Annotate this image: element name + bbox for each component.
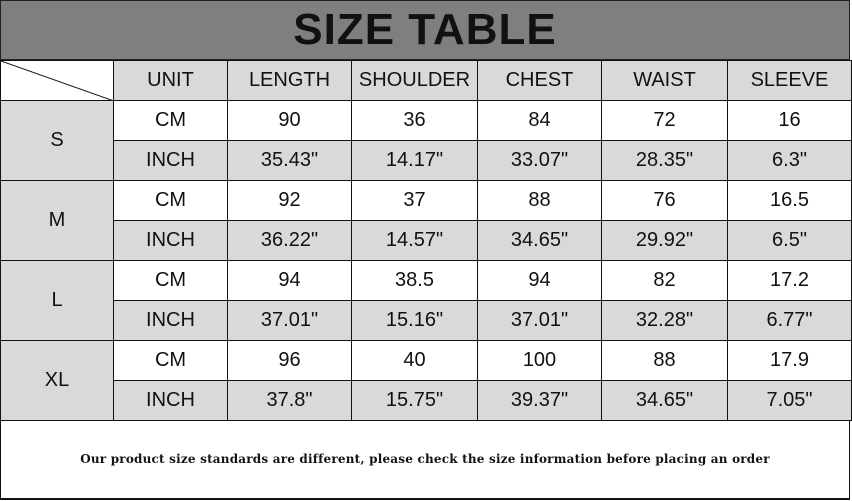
value-cell-waist: 82 <box>601 260 728 301</box>
table-row: INCH 36.22" 14.57" 34.65" 29.92" 6.5" <box>1 220 852 261</box>
value-cell-chest: 33.07" <box>477 140 602 181</box>
value-cell-shoulder: 14.17" <box>351 140 478 181</box>
value-cell-waist: 88 <box>601 340 728 381</box>
size-label: L <box>0 260 114 341</box>
table-row: L CM 94 38.5 94 82 17.2 <box>0 260 852 341</box>
value-cell-shoulder: 15.75" <box>351 380 478 421</box>
column-header-sleeve: SLEEVE <box>727 60 852 101</box>
value-cell-length: 37.8" <box>227 380 352 421</box>
table-row: XL CM 96 40 100 88 17.9 <box>0 340 852 421</box>
value-cell-sleeve: 6.3" <box>727 140 852 181</box>
value-cell-chest: 88 <box>477 180 602 221</box>
value-cell-shoulder: 36 <box>351 100 478 141</box>
value-cell-chest: 39.37" <box>477 380 602 421</box>
value-cell-length: 90 <box>227 100 352 141</box>
unit-cell: INCH <box>113 380 228 421</box>
value-cell-sleeve: 6.5" <box>727 220 852 261</box>
unit-cell: INCH <box>113 220 228 261</box>
value-cell-chest: 94 <box>477 260 602 301</box>
value-cell-shoulder: 40 <box>351 340 478 381</box>
corner-cell <box>0 60 114 101</box>
unit-cell: CM <box>113 260 228 301</box>
value-cell-chest: 84 <box>477 100 602 141</box>
table-row: INCH 37.8" 15.75" 39.37" 34.65" 7.05" <box>1 380 852 421</box>
size-label: S <box>0 100 114 181</box>
value-cell-chest: 34.65" <box>477 220 602 261</box>
value-cell-waist: 76 <box>601 180 728 221</box>
value-cell-shoulder: 37 <box>351 180 478 221</box>
diagonal-line <box>1 61 114 101</box>
footer-note: Our product size standards are different… <box>0 420 850 500</box>
value-cell-waist: 34.65" <box>601 380 728 421</box>
column-header-chest: CHEST <box>477 60 602 101</box>
value-cell-shoulder: 15.16" <box>351 300 478 341</box>
value-cell-sleeve: 7.05" <box>727 380 852 421</box>
table-row: M CM 92 37 88 76 16.5 <box>0 180 852 261</box>
value-cell-waist: 29.92" <box>601 220 728 261</box>
table-row: S CM 90 36 84 72 16 <box>0 100 852 181</box>
value-cell-waist: 72 <box>601 100 728 141</box>
unit-cell: CM <box>113 340 228 381</box>
value-cell-length: 96 <box>227 340 352 381</box>
value-cell-sleeve: 6.77" <box>727 300 852 341</box>
header-row: UNIT LENGTH SHOULDER CHEST WAIST SLEEVE <box>0 60 852 101</box>
value-cell-sleeve: 16.5 <box>727 180 852 221</box>
column-header-length: LENGTH <box>227 60 352 101</box>
size-label: XL <box>0 340 114 421</box>
value-cell-sleeve: 16 <box>727 100 852 141</box>
value-cell-shoulder: 38.5 <box>351 260 478 301</box>
value-cell-length: 92 <box>227 180 352 221</box>
unit-cell: CM <box>113 100 228 141</box>
value-cell-length: 37.01" <box>227 300 352 341</box>
page-title: SIZE TABLE <box>0 0 850 60</box>
unit-cell: INCH <box>113 140 228 181</box>
table-row: INCH 35.43" 14.17" 33.07" 28.35" 6.3" <box>1 140 852 181</box>
value-cell-sleeve: 17.2 <box>727 260 852 301</box>
value-cell-chest: 37.01" <box>477 300 602 341</box>
value-cell-length: 35.43" <box>227 140 352 181</box>
value-cell-waist: 32.28" <box>601 300 728 341</box>
value-cell-sleeve: 17.9 <box>727 340 852 381</box>
value-cell-waist: 28.35" <box>601 140 728 181</box>
size-label: M <box>0 180 114 261</box>
column-header-waist: WAIST <box>601 60 728 101</box>
value-cell-shoulder: 14.57" <box>351 220 478 261</box>
value-cell-length: 36.22" <box>227 220 352 261</box>
size-table: UNIT LENGTH SHOULDER CHEST WAIST SLEEVE S CM 90… <box>0 60 852 421</box>
unit-cell: CM <box>113 180 228 221</box>
unit-cell: INCH <box>113 300 228 341</box>
value-cell-length: 94 <box>227 260 352 301</box>
value-cell-chest: 100 <box>477 340 602 381</box>
column-header-shoulder: SHOULDER <box>351 60 478 101</box>
column-header-unit: UNIT <box>113 60 228 101</box>
table-row: INCH 37.01" 15.16" 37.01" 32.28" 6.77" <box>1 300 852 341</box>
